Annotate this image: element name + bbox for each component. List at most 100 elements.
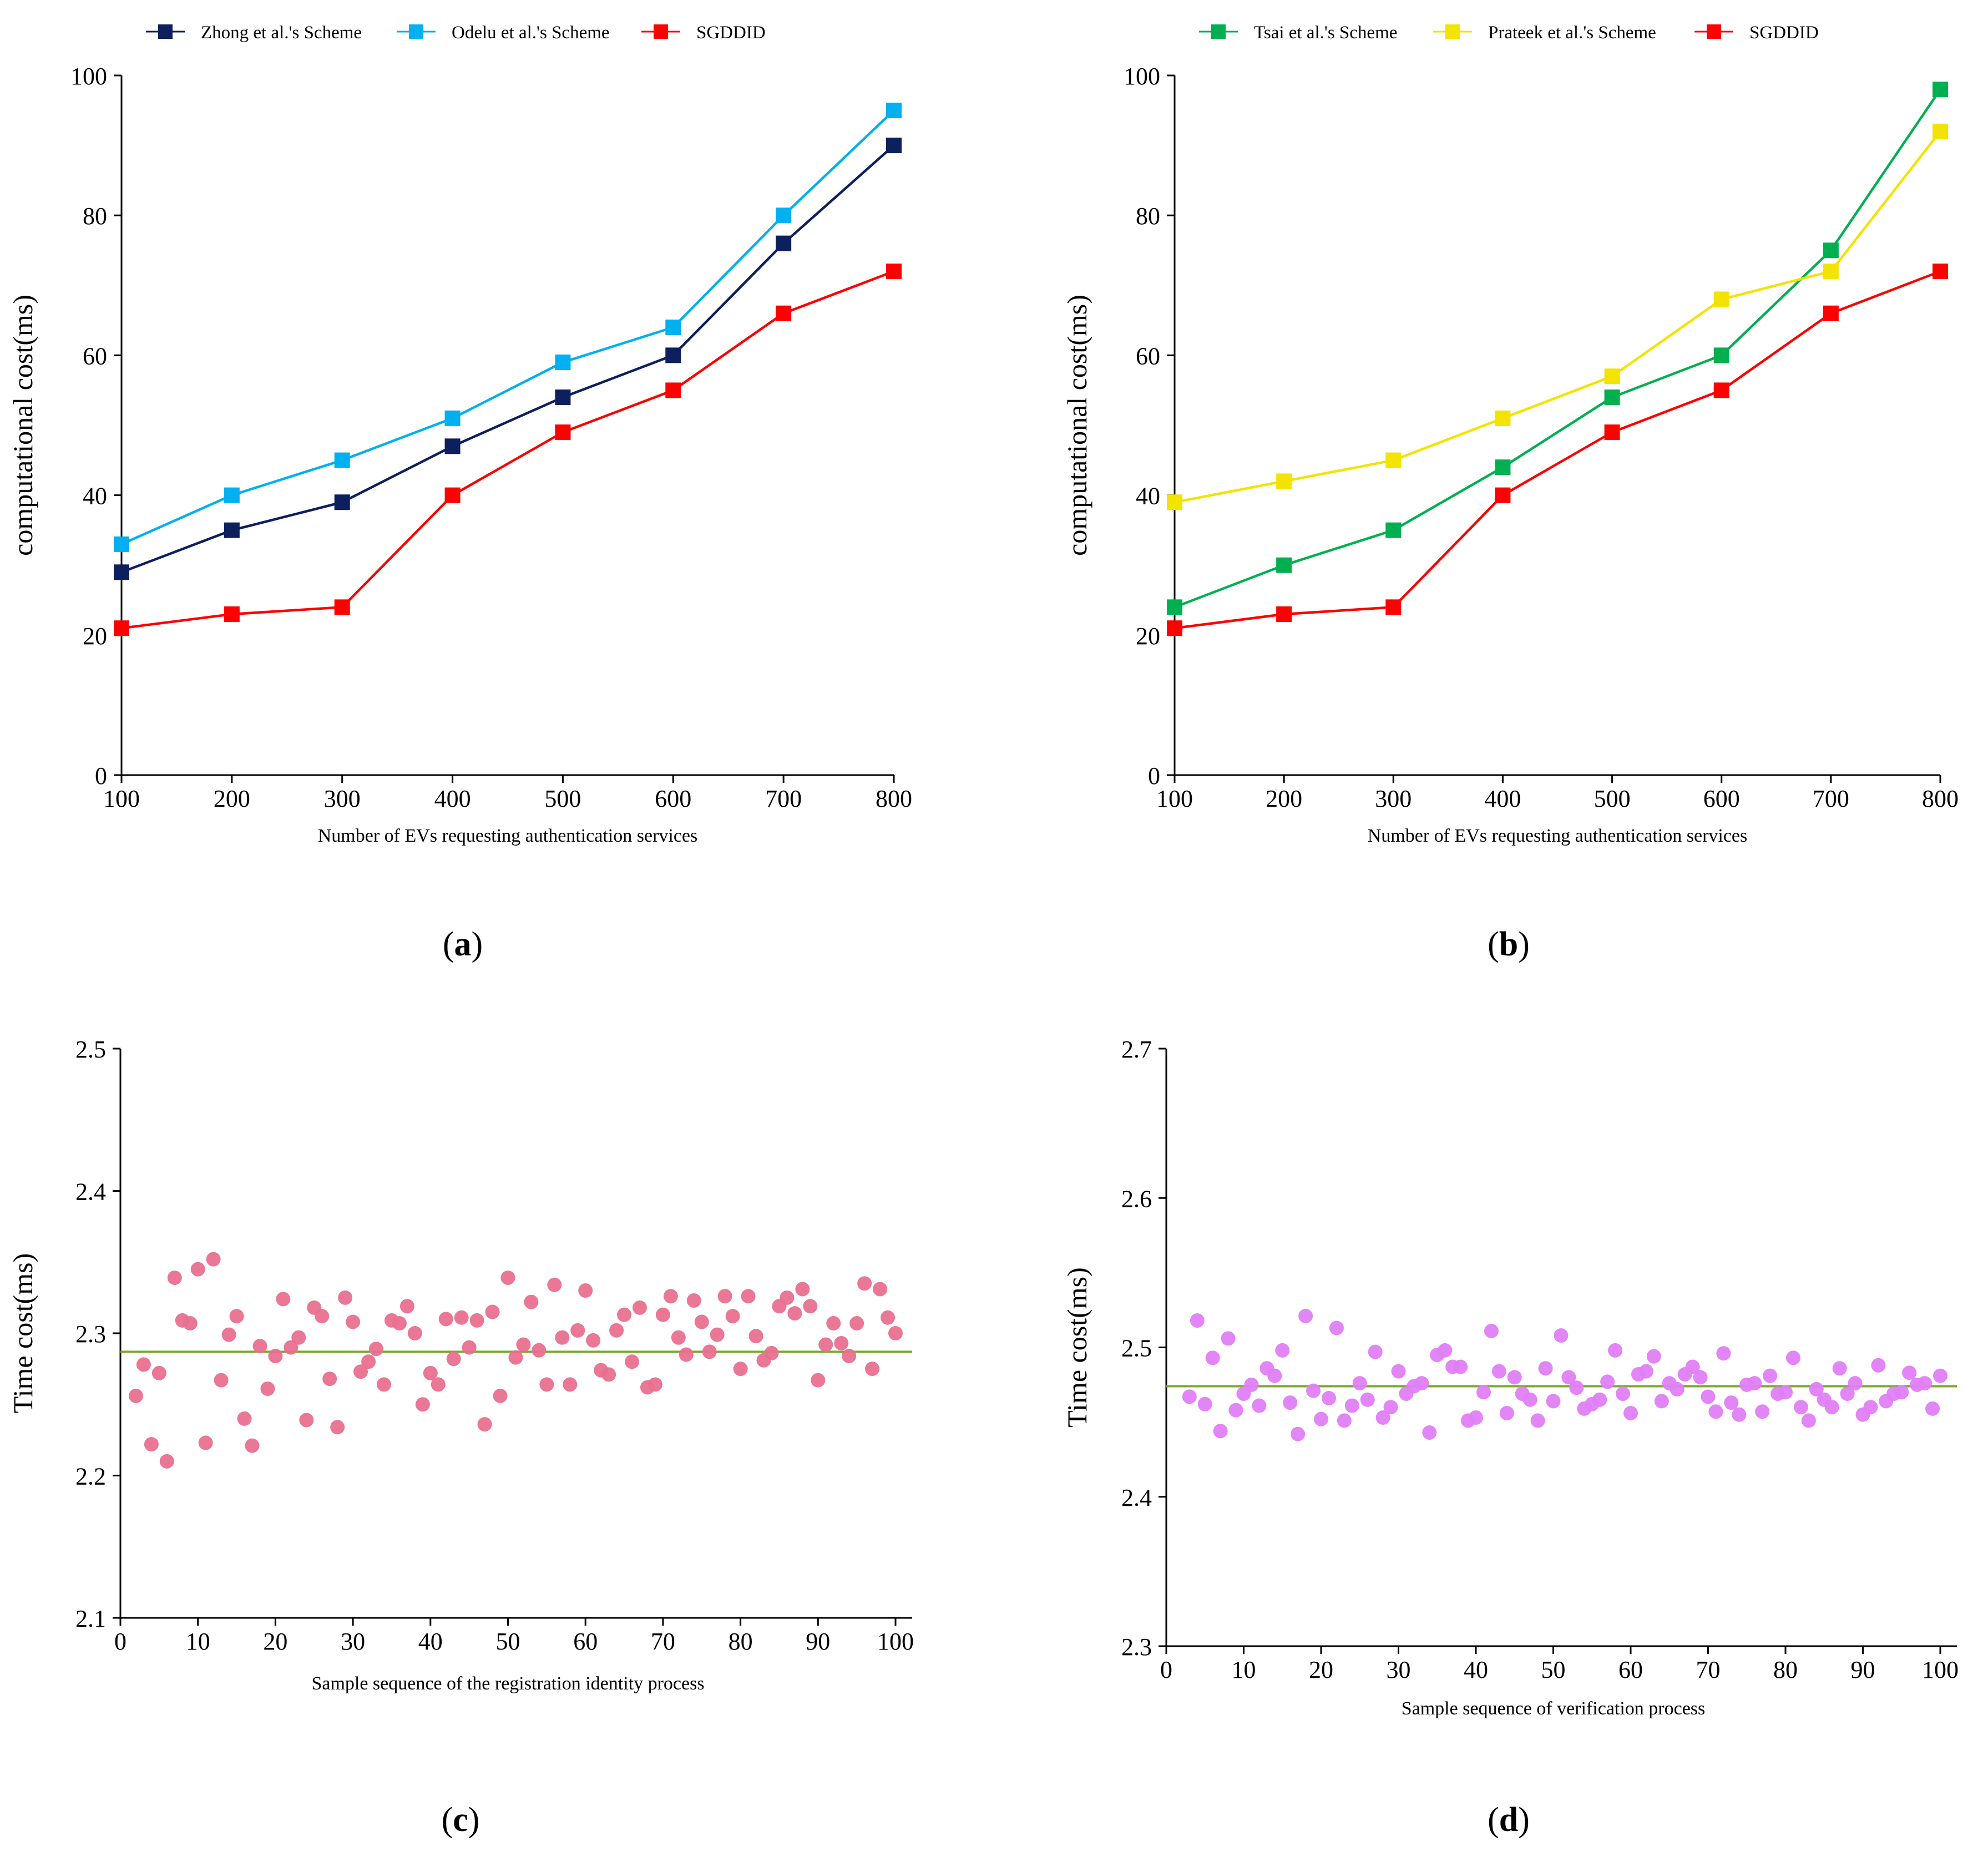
data-point xyxy=(663,1289,678,1304)
data-point xyxy=(1491,1364,1506,1379)
data-point xyxy=(532,1343,547,1358)
series-line xyxy=(121,270,894,630)
panel-caption: (d) xyxy=(1488,1801,1530,1839)
data-point xyxy=(1832,1361,1847,1376)
data-point-marker xyxy=(886,138,902,154)
data-point xyxy=(1569,1380,1584,1395)
data-point xyxy=(1918,1376,1933,1391)
legend-marker xyxy=(654,24,668,39)
data-point-marker xyxy=(224,487,240,503)
data-point xyxy=(1600,1374,1615,1389)
data-point xyxy=(787,1306,802,1321)
data-point xyxy=(446,1352,461,1367)
data-point xyxy=(392,1316,407,1331)
x-tick-label: 600 xyxy=(1703,785,1740,812)
legend-marker xyxy=(1211,24,1226,39)
data-point-marker xyxy=(1823,305,1839,321)
data-point-marker xyxy=(334,452,350,468)
data-point-marker xyxy=(1713,347,1729,363)
data-point xyxy=(1267,1368,1282,1383)
legend-label: Tsai et al.'s Scheme xyxy=(1254,23,1397,43)
x-axis-label: Sample sequence of the registration iden… xyxy=(311,1673,704,1694)
data-point xyxy=(842,1349,857,1364)
data-point xyxy=(1205,1350,1220,1365)
x-tick-label: 300 xyxy=(324,785,361,812)
chart-panel-c: 0 10 20 30 40 50 60 70 80 90 100 2.1 2.2 2.3 2.4 2.5 Sam… xyxy=(7,1036,914,1839)
x-tick-label: 20 xyxy=(263,1628,287,1655)
data-point xyxy=(1484,1323,1499,1338)
data-point xyxy=(159,1454,174,1469)
data-point xyxy=(1275,1343,1290,1358)
data-point xyxy=(1809,1382,1824,1396)
data-point xyxy=(299,1413,314,1428)
data-point xyxy=(1391,1364,1406,1379)
x-tick-label: 100 xyxy=(103,785,140,812)
data-point xyxy=(462,1340,477,1355)
data-point xyxy=(725,1309,740,1324)
legend-label: Prateek et al.'s Scheme xyxy=(1488,23,1656,43)
data-point xyxy=(508,1350,523,1365)
data-point xyxy=(671,1330,686,1345)
chart-panel-a: 100 200 300 400 500 600 700 800 0 20 40 60 80 100 Numb… xyxy=(7,23,912,963)
x-tick-label: 100 xyxy=(1156,785,1193,812)
data-point xyxy=(423,1365,438,1380)
data-point xyxy=(539,1377,554,1392)
legend-label: SGDDID xyxy=(1749,23,1819,43)
y-tick-label: 0 xyxy=(1148,762,1160,790)
data-point xyxy=(1871,1358,1886,1373)
data-point xyxy=(1469,1410,1483,1425)
x-tick-label: 0 xyxy=(114,1628,127,1655)
data-point xyxy=(431,1377,446,1392)
data-point xyxy=(369,1342,384,1357)
x-tick-label: 40 xyxy=(1464,1656,1488,1683)
data-point xyxy=(1724,1395,1739,1410)
data-point xyxy=(1801,1413,1816,1428)
data-point xyxy=(144,1437,159,1452)
data-point xyxy=(1329,1320,1344,1335)
data-point xyxy=(881,1310,896,1325)
legend-label: Zhong et al.'s Scheme xyxy=(201,23,362,43)
x-tick-label: 40 xyxy=(418,1628,443,1655)
data-point xyxy=(1701,1389,1716,1404)
y-tick-label: 20 xyxy=(83,623,107,650)
data-point xyxy=(1244,1377,1259,1392)
data-point xyxy=(555,1330,570,1345)
data-point-marker xyxy=(1495,459,1511,475)
y-axis-label: computational cost(ms) xyxy=(1061,295,1092,556)
data-point xyxy=(1383,1400,1398,1415)
data-point xyxy=(780,1290,795,1305)
x-tick-label: 100 xyxy=(1922,1656,1959,1683)
data-point xyxy=(322,1372,337,1387)
data-point-marker xyxy=(1276,557,1292,573)
x-tick-label: 10 xyxy=(186,1628,210,1655)
data-point xyxy=(330,1420,345,1435)
data-point xyxy=(803,1299,818,1314)
data-point xyxy=(818,1337,833,1352)
data-point xyxy=(1747,1376,1762,1391)
data-point xyxy=(826,1316,841,1331)
data-point xyxy=(1283,1395,1298,1410)
x-axis-label: Number of EVs requesting authentication … xyxy=(1368,826,1748,846)
data-point xyxy=(500,1270,515,1285)
data-point-marker xyxy=(555,424,571,441)
data-point-marker xyxy=(1933,123,1948,139)
data-point xyxy=(1616,1386,1631,1401)
y-tick-label: 2.4 xyxy=(1121,1484,1152,1511)
data-point-marker xyxy=(1713,382,1729,398)
data-point xyxy=(1368,1344,1383,1359)
data-point xyxy=(1213,1424,1228,1439)
data-point xyxy=(888,1326,903,1340)
data-point xyxy=(578,1283,593,1298)
data-point xyxy=(291,1330,306,1345)
data-point-marker xyxy=(334,494,350,510)
x-tick-label: 10 xyxy=(1232,1656,1256,1683)
x-tick-label: 200 xyxy=(214,785,250,812)
data-point xyxy=(834,1335,849,1350)
data-point xyxy=(655,1307,670,1322)
data-point xyxy=(811,1373,826,1388)
data-point xyxy=(1638,1364,1653,1379)
series-line xyxy=(1174,88,1941,609)
data-point xyxy=(485,1304,500,1319)
data-point-marker xyxy=(1167,620,1182,636)
panel-caption: (c) xyxy=(442,1801,480,1839)
